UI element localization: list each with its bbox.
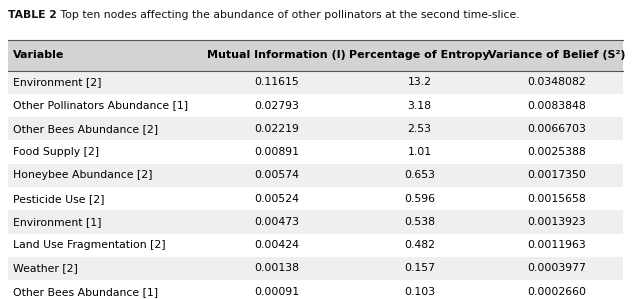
Text: 0.0066703: 0.0066703 bbox=[527, 124, 586, 134]
Bar bbox=[8, 141, 623, 164]
Bar bbox=[8, 257, 623, 280]
Text: Variance of Belief (S²): Variance of Belief (S²) bbox=[488, 50, 625, 60]
Text: 0.482: 0.482 bbox=[404, 240, 435, 250]
Text: 13.2: 13.2 bbox=[408, 77, 431, 87]
Text: Food Supply [2]: Food Supply [2] bbox=[13, 147, 99, 157]
Text: Honeybee Abundance [2]: Honeybee Abundance [2] bbox=[13, 170, 152, 180]
Text: Mutual Information (I): Mutual Information (I) bbox=[207, 50, 346, 60]
Text: Other Pollinators Abundance [1]: Other Pollinators Abundance [1] bbox=[13, 100, 188, 111]
Text: Pesticide Use [2]: Pesticide Use [2] bbox=[13, 193, 104, 204]
Text: 0.157: 0.157 bbox=[404, 263, 435, 273]
Text: 0.00524: 0.00524 bbox=[254, 193, 299, 204]
Text: 0.0003977: 0.0003977 bbox=[527, 263, 586, 273]
Bar bbox=[8, 164, 623, 187]
Text: 0.0011963: 0.0011963 bbox=[527, 240, 586, 250]
Text: Weather [2]: Weather [2] bbox=[13, 263, 77, 273]
Text: 0.00091: 0.00091 bbox=[254, 287, 299, 297]
Text: Environment [1]: Environment [1] bbox=[13, 217, 101, 227]
Text: 0.0025388: 0.0025388 bbox=[527, 147, 586, 157]
Text: Land Use Fragmentation [2]: Land Use Fragmentation [2] bbox=[13, 240, 165, 250]
Text: TABLE 2: TABLE 2 bbox=[8, 10, 56, 20]
Bar bbox=[8, 71, 623, 94]
Text: Other Bees Abundance [1]: Other Bees Abundance [1] bbox=[13, 287, 157, 297]
Text: 0.02793: 0.02793 bbox=[254, 100, 299, 111]
Text: 0.00891: 0.00891 bbox=[254, 147, 299, 157]
Text: 1.01: 1.01 bbox=[408, 147, 431, 157]
Text: 0.538: 0.538 bbox=[404, 217, 435, 227]
Text: 0.0083848: 0.0083848 bbox=[527, 100, 586, 111]
Text: 0.0013923: 0.0013923 bbox=[527, 217, 586, 227]
Text: 0.0017350: 0.0017350 bbox=[527, 170, 586, 180]
Text: 0.02219: 0.02219 bbox=[254, 124, 299, 134]
Text: Percentage of Entropy: Percentage of Entropy bbox=[349, 50, 490, 60]
Bar bbox=[8, 210, 623, 234]
Text: 0.0348082: 0.0348082 bbox=[527, 77, 586, 87]
Text: 3.18: 3.18 bbox=[408, 100, 431, 111]
Bar bbox=[8, 187, 623, 210]
Text: Variable: Variable bbox=[13, 50, 64, 60]
Bar bbox=[8, 234, 623, 257]
Text: 0.00574: 0.00574 bbox=[254, 170, 299, 180]
Text: 0.596: 0.596 bbox=[404, 193, 435, 204]
Text: Other Bees Abundance [2]: Other Bees Abundance [2] bbox=[13, 124, 157, 134]
Text: 2.53: 2.53 bbox=[408, 124, 431, 134]
Text: 0.00138: 0.00138 bbox=[254, 263, 299, 273]
Text: 0.0015658: 0.0015658 bbox=[527, 193, 586, 204]
Text: 0.00473: 0.00473 bbox=[254, 217, 299, 227]
Text: 0.0002660: 0.0002660 bbox=[527, 287, 586, 297]
Text: 0.103: 0.103 bbox=[404, 287, 435, 297]
Bar bbox=[8, 94, 623, 117]
Text: 0.00424: 0.00424 bbox=[254, 240, 299, 250]
Text: 0.653: 0.653 bbox=[404, 170, 435, 180]
Text: Environment [2]: Environment [2] bbox=[13, 77, 101, 87]
Bar bbox=[8, 117, 623, 141]
Text: 0.11615: 0.11615 bbox=[254, 77, 299, 87]
Text: Top ten nodes affecting the abundance of other pollinators at the second time-sl: Top ten nodes affecting the abundance of… bbox=[50, 10, 520, 20]
Bar bbox=[8, 280, 623, 299]
